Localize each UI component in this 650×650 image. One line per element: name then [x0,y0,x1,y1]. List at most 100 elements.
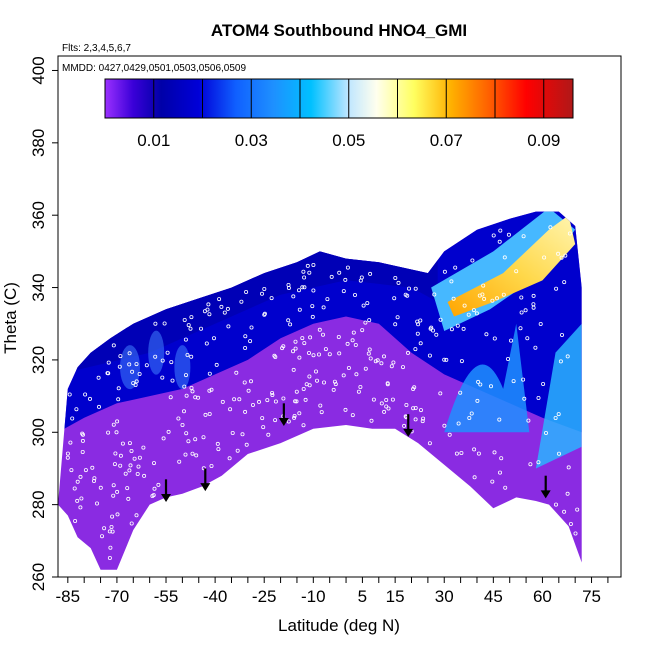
flight-point [90,465,95,470]
flight-point [314,378,319,383]
colorbar: 0.01 0.03 0.05 0.07 0.09 [104,78,574,150]
flight-point [482,296,487,301]
flight-point [523,308,528,313]
flight-point [95,501,100,506]
y-tick-label: 300 [29,418,48,446]
flight-point [106,430,111,435]
flight-point [567,231,572,236]
flight-point [563,253,568,258]
flight-point [137,455,142,460]
flight-point [243,345,248,350]
flight-point [216,447,221,452]
flight-point [128,463,133,468]
flight-point [478,382,483,387]
flight-point [400,365,405,370]
flight-point [134,379,139,384]
y-axis-label: Theta (C) [1,282,20,354]
flight-point [129,448,134,453]
flight-point [206,302,211,307]
flight-point [385,381,390,386]
flight-point [538,321,543,326]
flight-point [166,429,171,434]
flight-point [404,402,409,407]
flight-point [248,339,253,344]
flight-point [204,341,209,346]
flight-point [152,486,157,491]
flight-point [115,512,120,517]
flight-point [350,338,355,343]
flight-point [185,352,190,357]
flight-point [78,474,83,479]
flight-point [80,431,85,436]
flight-point [72,486,77,491]
flight-point [273,399,278,404]
flight-point [70,416,75,421]
flight-point [189,385,194,390]
flight-point [117,364,122,369]
flight-point [317,327,322,332]
flight-point [102,526,107,531]
flight-point [189,354,194,359]
flight-point [182,384,187,389]
flight-point [261,425,266,430]
flight-point [67,392,72,397]
flight-point [137,371,142,376]
flight-point [455,323,460,328]
flight-point [215,441,220,446]
flight-point [306,350,311,355]
flight-point [232,397,237,402]
flight-point [243,409,248,414]
flight-point [125,486,130,491]
flight-point [207,388,212,393]
flight-point [134,513,139,518]
flight-point [201,466,206,471]
flight-point [97,404,102,409]
flight-point [286,282,291,287]
flight-point [127,351,132,356]
flight-point [214,362,219,367]
flight-point [162,321,167,326]
flight-point [250,402,255,407]
flight-point [381,354,386,359]
flight-point [413,347,418,352]
flight-point [548,225,553,230]
x-axis: -85 -70 -55 -40 -25 -10 5 15 30 45 60 75 [56,577,609,606]
y-tick-label: 360 [29,201,48,229]
flight-point [248,379,253,384]
flight-point [558,359,563,364]
flight-point [458,390,463,395]
flight-point [320,332,325,337]
flight-point [226,324,231,329]
flight-point [413,405,418,410]
flight-point [442,269,447,274]
flight-point [442,357,447,362]
flight-point [201,435,206,440]
flight-point [389,364,394,369]
flight-point [207,312,212,317]
flight-point [136,464,141,469]
flight-point [165,350,170,355]
flight-point [402,423,407,428]
flight-point [341,289,346,294]
flight-point [153,354,158,359]
flight-point [390,397,395,402]
flight-point [522,396,527,401]
flight-point [207,371,212,376]
flight-point [142,473,147,478]
flight-point [519,295,524,300]
flight-point [262,312,267,317]
flight-point [217,297,222,302]
chart-title: ATOM4 Southbound HNO4_GMI [211,21,467,40]
flight-point [240,432,245,437]
flight-point [270,390,275,395]
flight-point [109,525,114,530]
colorbar-fill [105,79,573,118]
flight-point [311,288,316,293]
flight-point [131,381,136,386]
flight-point [358,384,363,389]
flight-point [219,304,224,309]
flight-point [161,436,166,441]
flight-point [80,438,85,443]
flight-point [395,315,400,320]
flight-point [83,392,88,397]
